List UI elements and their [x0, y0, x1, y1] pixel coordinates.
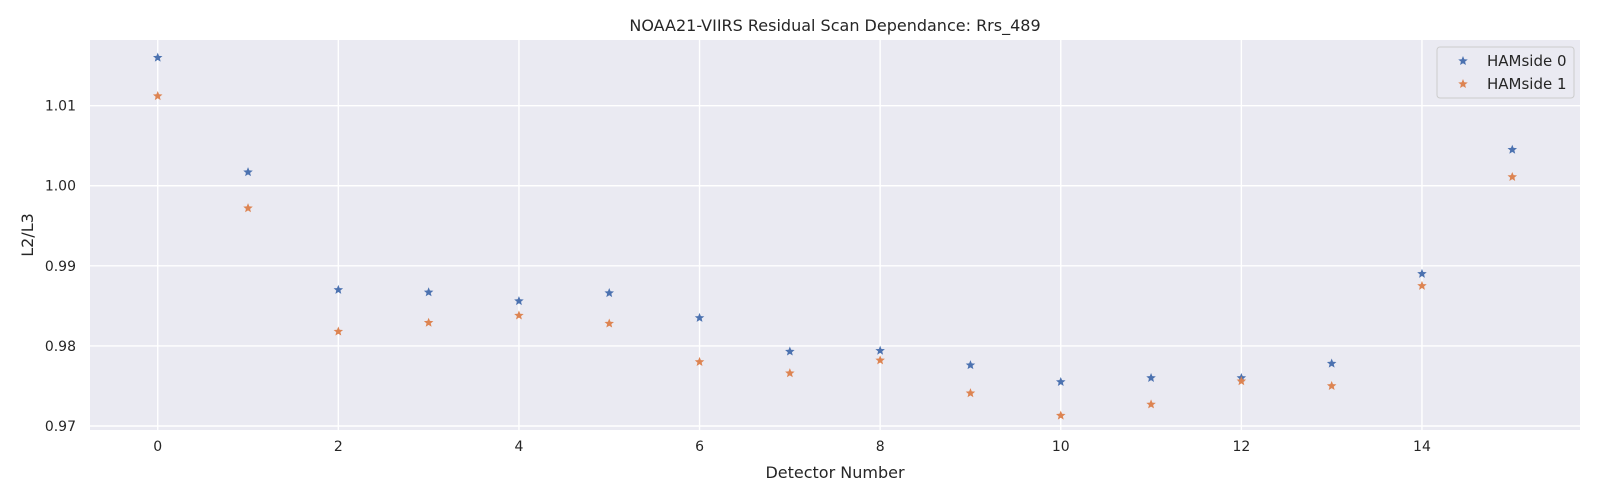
point-hamside-1 — [333, 326, 344, 336]
point-hamside-0 — [152, 52, 163, 62]
x-tick-label: 4 — [514, 439, 523, 455]
point-hamside-1 — [243, 203, 253, 213]
legend-label-hamside-1: HAMside 1 — [1487, 75, 1567, 93]
x-tick-label: 6 — [695, 439, 704, 455]
point-hamside-1 — [875, 355, 885, 365]
point-hamside-1 — [152, 91, 163, 101]
point-hamside-0 — [243, 167, 253, 177]
chart-title: NOAA21-VIIRS Residual Scan Dependance: R… — [629, 16, 1040, 36]
legend: HAMside 0 HAMside 1 — [1436, 46, 1575, 99]
point-hamside-0 — [1507, 144, 1518, 154]
point-hamside-0 — [1146, 372, 1156, 382]
point-hamside-1 — [1326, 380, 1337, 390]
point-hamside-1 — [514, 310, 524, 320]
x-tick-labels: 0 2 4 6 8 10 12 14 — [153, 439, 1431, 455]
x-tick-label: 2 — [334, 439, 343, 455]
point-hamside-0 — [514, 296, 524, 306]
y-tick-label: 0.97 — [45, 419, 76, 435]
legend-marker-hamside-1 — [1458, 79, 1468, 89]
point-hamside-1 — [965, 388, 976, 398]
point-hamside-0 — [785, 346, 795, 356]
x-tick-label: 12 — [1232, 439, 1250, 455]
x-tick-label: 0 — [153, 439, 162, 455]
point-hamside-0 — [604, 288, 614, 298]
point-hamside-0 — [1326, 358, 1337, 368]
point-hamside-1 — [1507, 171, 1518, 181]
point-hamside-0 — [1417, 268, 1427, 278]
point-hamside-1 — [423, 317, 434, 327]
x-tick-label: 14 — [1413, 439, 1431, 455]
y-axis-label: L2/L3 — [18, 213, 37, 257]
y-tick-label: 0.99 — [45, 259, 76, 275]
grid-lines — [90, 40, 1580, 430]
point-hamside-0 — [875, 345, 885, 355]
x-tick-label: 10 — [1052, 439, 1070, 455]
point-hamside-0 — [333, 284, 344, 294]
x-tick-label: 8 — [876, 439, 885, 455]
y-tick-label: 1.01 — [45, 99, 76, 115]
point-hamside-0 — [423, 287, 434, 297]
point-hamside-1 — [694, 356, 705, 366]
data-points — [152, 52, 1518, 420]
x-axis-label: Detector Number — [765, 463, 905, 482]
y-tick-labels: 0.97 0.98 0.99 1.00 1.01 — [45, 99, 76, 435]
y-tick-label: 0.98 — [45, 339, 76, 355]
point-hamside-0 — [694, 312, 705, 322]
point-hamside-1 — [604, 318, 614, 328]
point-hamside-0 — [965, 360, 976, 370]
legend-label-hamside-0: HAMside 0 — [1487, 52, 1567, 70]
point-hamside-1 — [1236, 376, 1247, 386]
y-tick-label: 1.00 — [45, 179, 76, 195]
point-hamside-1 — [1056, 410, 1066, 420]
point-hamside-1 — [1417, 280, 1427, 290]
point-hamside-0 — [1056, 376, 1066, 386]
plot-area — [90, 40, 1580, 430]
legend-marker-hamside-0 — [1458, 56, 1468, 66]
point-hamside-1 — [785, 368, 795, 378]
point-hamside-1 — [1146, 399, 1156, 409]
legend-box — [1436, 46, 1575, 99]
